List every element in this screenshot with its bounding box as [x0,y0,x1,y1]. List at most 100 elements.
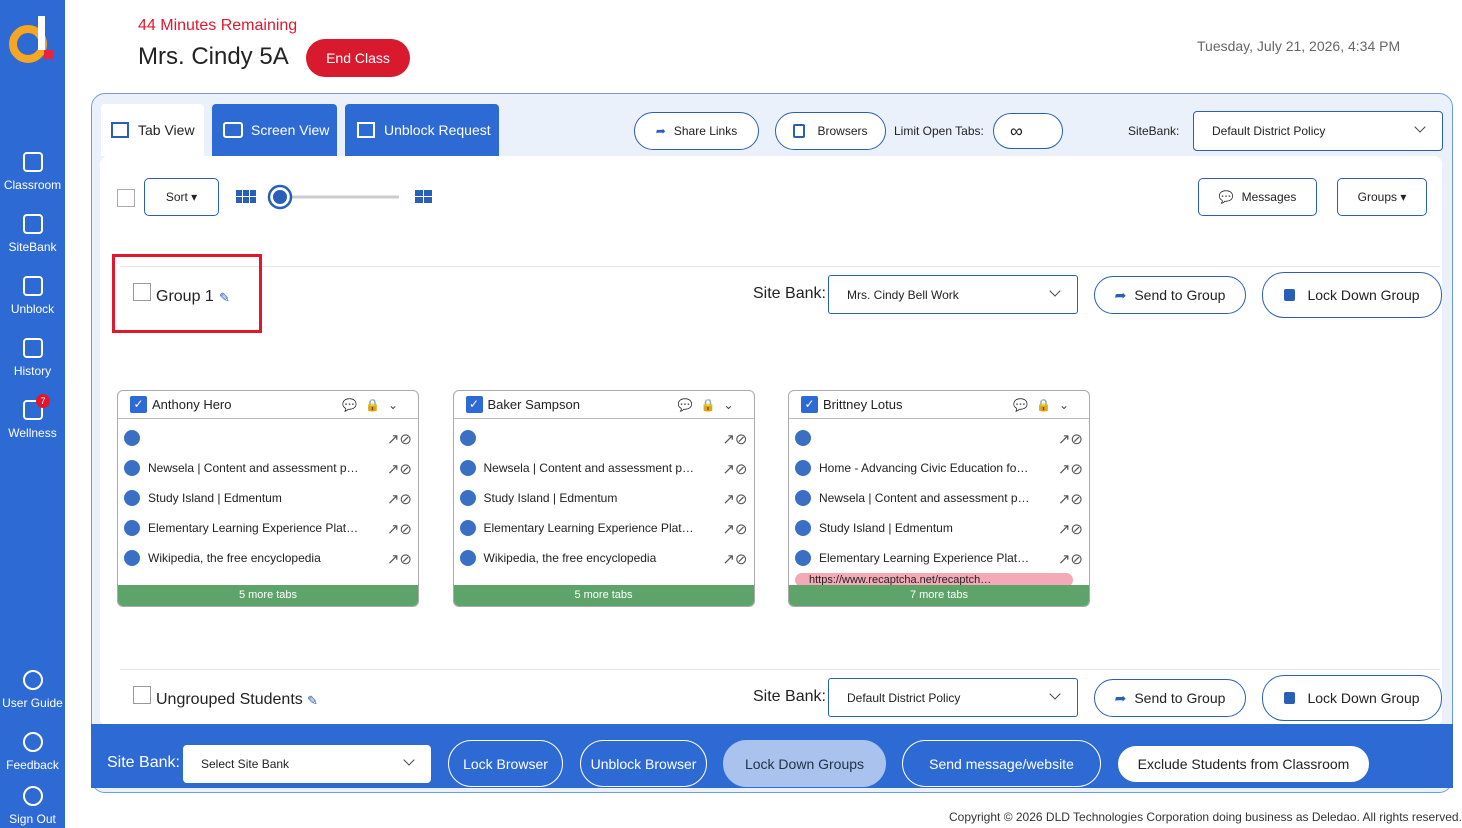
tab-actions[interactable]: ↗⊘ [722,431,748,448]
sidebar-item[interactable]: SiteBank [0,214,65,254]
sidebar-item[interactable]: Unblock [0,276,65,316]
tab-actions[interactable]: ↗⊘ [1057,521,1083,538]
sidebar-item[interactable]: User Guide [0,670,65,710]
tab-row: ↗⊘ [124,426,412,450]
checkbox[interactable]: ✓ [465,396,483,413]
lock-down-group-button[interactable]: Lock Down Group [1262,675,1442,721]
bottom-site-bank-label: Site Bank: [107,754,180,771]
value: Default District Policy [847,690,961,705]
tab-title: Study Island | Edmentum [819,521,953,535]
student-card[interactable]: ✓ Anthony Hero 💬🔒⌄ ↗⊘ Newsela | Content and … [117,390,419,607]
tab-title: Wikipedia, the free encyclopedia [483,551,657,565]
bottom-button[interactable]: Exclude Students from Classroom [1118,746,1369,782]
screen-view[interactable]: Screen View [212,104,337,156]
end-class-button[interactable]: End Class [306,39,410,77]
card-actions[interactable]: 💬🔒⌄ [677,398,742,412]
tab-actions[interactable]: ↗⊘ [386,491,412,508]
favicon [124,520,140,536]
tab-row: Elementary Learning Experience Plat… ↗⊘ [795,546,1083,570]
tab-row: ↗⊘ [459,426,748,450]
browsers-button[interactable]: Browsers [775,112,886,150]
sidebar-item[interactable]: Feedback [0,732,65,772]
card-actions[interactable]: 💬🔒⌄ [342,398,406,412]
tab-title: Wikipedia, the free encyclopedia [148,551,321,565]
card-header: ✓ Brittney Lotus 💬🔒⌄ [789,391,1089,419]
tab-row: Elementary Learning Experience Plat… ↗⊘ [124,516,412,540]
label: Sign Out [9,812,56,826]
card-header: ✓ Baker Sampson 💬🔒⌄ [453,391,754,419]
sidebar-item[interactable]: History [0,338,65,378]
tab-actions[interactable]: ↗⊘ [722,521,748,538]
tab-actions[interactable]: ↗⊘ [722,551,748,568]
bottom-button[interactable]: Unblock Browser [580,740,707,787]
tab-actions[interactable]: ↗⊘ [1057,431,1083,448]
tab-title: Elementary Learning Experience Plat… [148,521,359,535]
tab-actions[interactable]: ↗⊘ [386,551,412,568]
label: Wellness [8,426,57,440]
icon [22,214,43,234]
checkbox[interactable]: ✓ [130,396,147,413]
student-card[interactable]: ✓ Brittney Lotus 💬🔒⌄ ↗⊘ Home - Advancing Civ… [788,390,1090,607]
edit-icon[interactable]: ✎ [219,290,230,305]
sidebar-item[interactable]: Wellness 7 [0,394,65,440]
icon [22,276,43,296]
edit-icon[interactable]: ✎ [307,693,318,708]
tab-label: Unblock Request [384,122,491,138]
tab-label: Screen View [251,122,330,138]
tab-row: Wikipedia, the free encyclopedia ↗⊘ [459,546,748,570]
icon [22,400,43,420]
favicon [795,430,811,446]
send-to-group-button[interactable]: ➦ Send to Group [1094,679,1246,717]
tab-actions[interactable]: ↗⊘ [1057,551,1083,568]
tab-row: Study Island | Edmentum ↗⊘ [124,486,412,510]
tab-row: Elementary Learning Experience Plat… ↗⊘ [459,516,748,540]
card-actions[interactable]: 💬🔒⌄ [1013,398,1077,412]
tab-actions[interactable]: ↗⊘ [1057,491,1083,508]
limit-select[interactable]: ∞ [993,113,1063,149]
icon [1284,692,1296,704]
tab-actions[interactable]: ↗⊘ [1057,461,1083,478]
group-checkbox[interactable] [133,283,151,301]
tab-actions[interactable]: ↗⊘ [722,461,748,478]
groups-button[interactable]: Groups ▾ [1337,178,1427,216]
label: Messages [1241,190,1297,204]
tab-title: Study Island | Edmentum [483,491,618,505]
group-checkbox[interactable] [133,686,151,704]
more-tabs[interactable]: 7 more tabs [789,585,1089,606]
label: Send to Group [1134,287,1226,303]
lock-down-group-button[interactable]: Lock Down Group [1262,272,1442,318]
send-to-group-button[interactable]: ➦ Send to Group [1094,276,1246,314]
label: Groups [1357,190,1397,204]
bottom-button[interactable]: Lock Browser [448,740,563,787]
tab-view[interactable]: Tab View [101,104,204,156]
messages-button[interactable]: 💬 Messages [1198,178,1317,216]
more-tabs[interactable]: 5 more tabs [118,585,418,606]
site-bank-label: Site Bank: [753,285,826,302]
student-card[interactable]: ✓ Baker Sampson 💬🔒⌄ ↗⊘ Newsela | Content and… [452,390,755,607]
tab-title: Study Island | Edmentum [148,491,282,505]
sort-button[interactable]: Sort ▾ [144,178,219,216]
size-slider[interactable] [236,183,436,211]
unblock-request[interactable]: Unblock Request [345,104,499,156]
favicon [795,520,811,536]
sidebar-item[interactable]: Classroom [0,152,65,192]
sidebar-item[interactable]: Sign Out [0,786,65,826]
datetime: Tuesday, July 21, 2026, 4:34 PM [1197,38,1401,54]
sitebank-select[interactable]: Default District Policy [1193,111,1443,151]
tab-actions[interactable]: ↗⊘ [386,431,412,448]
label: Lock Down Group [1307,287,1420,303]
bottom-button[interactable]: Send message/website [902,740,1101,787]
site-bank-select[interactable]: Default District Policy [828,678,1078,717]
bottom-button[interactable]: Lock Down Groups [723,740,886,787]
tab-actions[interactable]: ↗⊘ [722,491,748,508]
more-tabs[interactable]: 5 more tabs [453,585,754,606]
site-bank-select[interactable]: Mrs. Cindy Bell Work [828,275,1078,314]
favicon [124,430,140,446]
card-header: ✓ Anthony Hero 💬🔒⌄ [118,391,418,419]
checkbox[interactable]: ✓ [801,396,818,413]
bottom-site-bank-select[interactable]: Select Site Bank [183,745,431,783]
tab-actions[interactable]: ↗⊘ [386,461,412,478]
share-links-button[interactable]: ➦ Share Links [634,112,759,150]
tab-actions[interactable]: ↗⊘ [386,521,412,538]
select-all[interactable] [117,189,135,207]
